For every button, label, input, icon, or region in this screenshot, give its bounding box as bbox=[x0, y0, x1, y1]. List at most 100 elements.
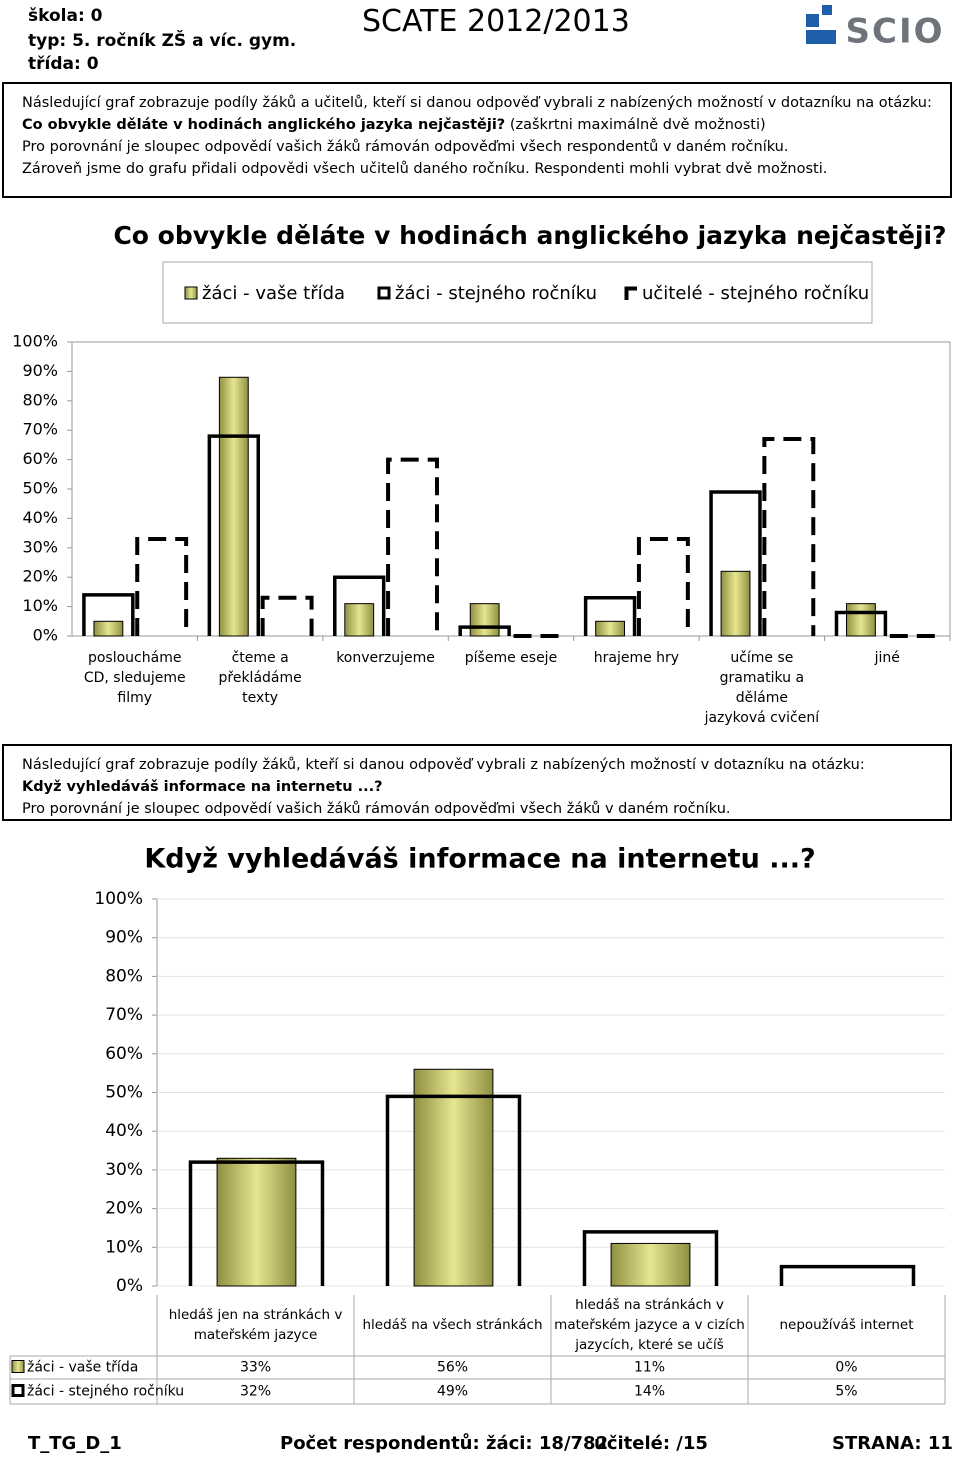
intro-text: Zároveň jsme do grafu přidali odpovědi v… bbox=[22, 161, 828, 177]
x-tick-label: hledáš na stránkách v mateřském jazyce a… bbox=[554, 1297, 745, 1353]
chart-title: Co obvykle děláte v hodinách anglického … bbox=[113, 221, 946, 250]
y-tick-label: 50% bbox=[22, 479, 58, 498]
bar bbox=[413, 1068, 494, 1287]
bar bbox=[218, 376, 249, 637]
legend-box bbox=[162, 261, 873, 324]
footer-teachers: učitelé: /15 bbox=[594, 1433, 708, 1454]
bar-frame bbox=[82, 593, 135, 636]
legend-label: žáci - stejného ročníku bbox=[27, 1384, 184, 1400]
page-title: SCATE 2012/2013 bbox=[362, 4, 630, 39]
bar bbox=[216, 1157, 297, 1287]
bar-frame bbox=[207, 434, 261, 636]
bar bbox=[595, 620, 626, 637]
table-value: 5% bbox=[835, 1384, 857, 1400]
x-tick-label: konverzujeme bbox=[336, 650, 435, 666]
y-tick-label: 90% bbox=[22, 361, 58, 380]
y-tick-label: 60% bbox=[105, 1044, 143, 1064]
intro-text: Pro porovnání je sloupec odpovědí vašich… bbox=[22, 801, 731, 817]
y-tick-label: 100% bbox=[94, 889, 143, 909]
school-type: typ: 5. ročník ZŠ a víc. gym. bbox=[28, 31, 297, 51]
bar-dashed bbox=[260, 595, 314, 636]
x-tick-label: píšeme eseje bbox=[464, 650, 558, 666]
logo-text: SCIO bbox=[846, 12, 945, 52]
y-tick-label: 20% bbox=[22, 567, 58, 586]
table-value: 14% bbox=[634, 1384, 665, 1400]
intro-text: Následující graf zobrazuje podíly žáků, … bbox=[22, 757, 865, 773]
x-tick-label: nepoužíváš internet bbox=[779, 1317, 914, 1333]
legend-symbol bbox=[624, 286, 637, 300]
x-tick-label: hledáš na všech stránkách bbox=[362, 1317, 543, 1333]
logo-square bbox=[822, 5, 832, 15]
y-tick-label: 30% bbox=[22, 537, 58, 556]
y-tick-label: 40% bbox=[105, 1121, 143, 1141]
logo: SCIO bbox=[806, 5, 945, 52]
chart-title: Když vyhledáváš informace na internetu .… bbox=[144, 844, 815, 875]
footer-page: STRANA: 11 bbox=[832, 1433, 953, 1454]
legend-label: žáci - stejného ročníku bbox=[395, 283, 597, 304]
bar bbox=[720, 570, 751, 637]
legend-symbol bbox=[11, 1360, 25, 1373]
legend-symbol bbox=[184, 286, 198, 300]
bar-frame bbox=[582, 1230, 719, 1286]
y-tick-label: 80% bbox=[105, 966, 143, 986]
table-value: 0% bbox=[835, 1360, 857, 1376]
y-tick-label: 40% bbox=[22, 508, 58, 527]
table-value: 49% bbox=[437, 1384, 468, 1400]
intro-box: Následující graf zobrazuje podíly žáků, … bbox=[2, 744, 952, 821]
y-tick-label: 30% bbox=[105, 1160, 143, 1180]
bar-dashed bbox=[636, 536, 690, 636]
logo-square bbox=[806, 30, 836, 44]
school: škola: 0 bbox=[28, 6, 103, 26]
y-tick-label: 100% bbox=[12, 332, 58, 351]
x-tick-label: jiné bbox=[874, 650, 900, 666]
bar-frame bbox=[583, 596, 637, 636]
bar-frame bbox=[458, 625, 511, 636]
y-tick-label: 0% bbox=[33, 626, 58, 645]
x-tick-label: hledáš jen na stránkách v mateřském jazy… bbox=[168, 1307, 343, 1343]
logo-square bbox=[806, 14, 819, 27]
intro-text: Pro porovnání je sloupec odpovědí vašich… bbox=[22, 139, 789, 155]
y-tick-label: 80% bbox=[22, 390, 58, 409]
x-tick-label: posloucháme CD, sledujeme filmy bbox=[83, 650, 186, 706]
plot-border bbox=[71, 341, 951, 637]
bar-dashed bbox=[762, 437, 816, 636]
intro-note: (zaškrtni maximálně dvě možnosti) bbox=[509, 117, 766, 133]
class: třída: 0 bbox=[28, 54, 99, 74]
y-tick-label: 0% bbox=[116, 1276, 143, 1296]
y-tick-label: 10% bbox=[105, 1237, 143, 1257]
legend-symbol bbox=[11, 1384, 25, 1397]
x-tick-label: čteme a překládáme texty bbox=[218, 650, 302, 706]
bar-frame bbox=[333, 575, 386, 636]
footer-respondents: Počet respondentů: žáci: 18/782 bbox=[280, 1433, 609, 1454]
table-value: 11% bbox=[634, 1360, 665, 1376]
intro-question: Když vyhledáváš informace na internetu .… bbox=[22, 779, 383, 795]
bar-frame bbox=[709, 490, 762, 636]
intro-box: Následující graf zobrazuje podíly žáků a… bbox=[2, 82, 952, 198]
bar-dashed bbox=[135, 536, 189, 636]
bar bbox=[846, 603, 876, 637]
x-tick-label: učíme se gramatiku a děláme jazyková cvi… bbox=[704, 650, 820, 726]
bar bbox=[469, 603, 500, 637]
legend-label: učitelé - stejného ročníku bbox=[642, 283, 869, 304]
bar-frame bbox=[779, 1264, 916, 1286]
y-tick-label: 60% bbox=[22, 449, 58, 468]
legend-label: žáci - vaše třída bbox=[202, 283, 345, 304]
intro-text: Následující graf zobrazuje podíly žáků a… bbox=[22, 95, 932, 111]
table-value: 56% bbox=[437, 1360, 468, 1376]
x-tick-label: hrajeme hry bbox=[593, 650, 680, 666]
bar-frame bbox=[834, 610, 888, 636]
intro-question-line: Když vyhledáváš informace na internetu .… bbox=[22, 776, 950, 798]
legend-label: žáci - vaše třída bbox=[27, 1360, 138, 1376]
legend-symbol bbox=[377, 286, 391, 300]
table-value: 33% bbox=[240, 1360, 271, 1376]
y-tick-label: 50% bbox=[105, 1083, 143, 1103]
y-tick-label: 70% bbox=[22, 420, 58, 439]
y-tick-label: 90% bbox=[105, 928, 143, 948]
y-tick-label: 10% bbox=[22, 596, 58, 615]
table-value: 32% bbox=[240, 1384, 271, 1400]
bar-frame bbox=[385, 1094, 522, 1286]
bar bbox=[344, 603, 375, 637]
bar bbox=[93, 620, 124, 637]
intro-question-line: Co obvykle děláte v hodinách anglického … bbox=[22, 114, 950, 136]
